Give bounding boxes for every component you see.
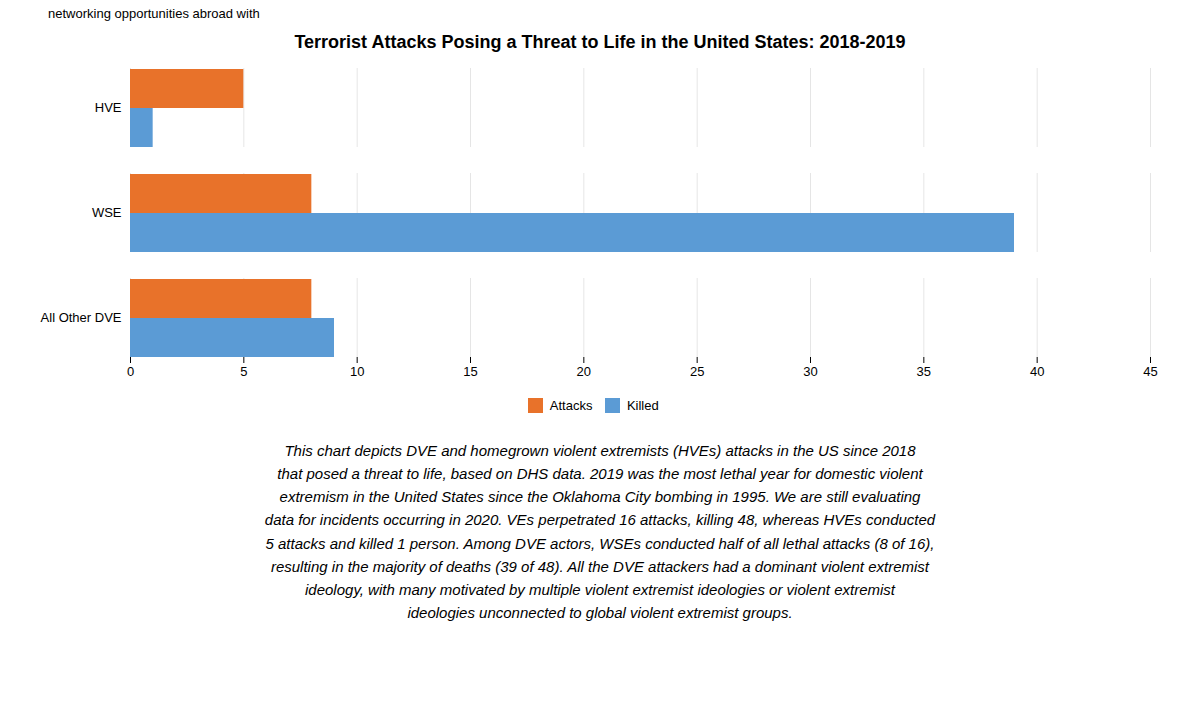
- svg-text:5: 5: [240, 364, 247, 379]
- svg-text:40: 40: [1030, 364, 1044, 379]
- svg-text:10: 10: [350, 364, 364, 379]
- svg-text:30: 30: [803, 364, 817, 379]
- svg-text:WSE: WSE: [92, 205, 122, 220]
- html-text:Attacks: Attacks: [549, 398, 593, 413]
- svg-text:35: 35: [917, 364, 931, 379]
- svg-text:0: 0: [127, 364, 134, 379]
- svg-text:25: 25: [690, 364, 704, 379]
- html-text:This chart depicts DVE and hom: This chart depicts DVE and homegrown vio…: [264, 441, 936, 622]
- svg-text:45: 45: [1143, 364, 1157, 379]
- html-text:Killed: Killed: [626, 398, 659, 413]
- svg-text:All Other DVE: All Other DVE: [41, 310, 122, 325]
- svg-text:HVE: HVE: [95, 100, 122, 115]
- html-text:Terrorist Attacks Posing a Thr: Terrorist Attacks Posing a Threat to Lif…: [294, 32, 906, 52]
- svg-text:20: 20: [577, 364, 591, 379]
- svg-text:15: 15: [463, 364, 477, 379]
- html-text:networking opportunities abroa: networking opportunities abroad with: [48, 6, 260, 21]
